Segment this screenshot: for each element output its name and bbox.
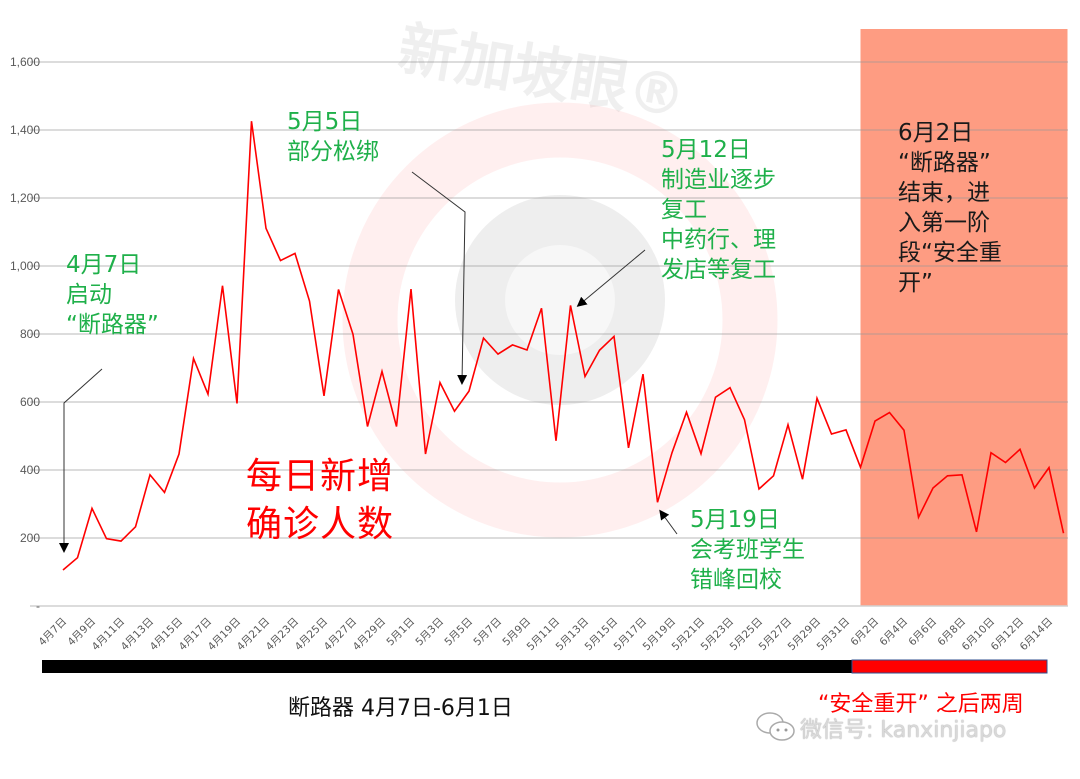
footer-circuit-breaker-label: 断路器 4月7日-6月1日: [288, 696, 513, 721]
annotation-apr7: 4月7日 启动 “断路器”: [66, 252, 159, 338]
x-tick-label: 5月1日: [384, 616, 417, 649]
annotation-may19: 5月19日 会考班学生 错峰回校: [690, 507, 805, 593]
y-tick-label: -: [36, 599, 40, 613]
chart-title: 每日新增 确诊人数: [246, 456, 395, 545]
y-tick-label: 400: [20, 463, 40, 477]
safe-reopening-shaded-region: [860, 29, 1068, 606]
x-tick-label: 4月7日: [36, 616, 69, 649]
y-tick-label: 600: [20, 395, 40, 409]
wechat-icon: [755, 710, 797, 744]
x-tick-label: 6月2日: [848, 616, 881, 649]
x-tick-label: 5月5日: [442, 616, 475, 649]
x-tick-label: 5月3日: [413, 616, 446, 649]
y-tick-label: 200: [20, 531, 40, 545]
y-tick-label: 1,200: [10, 191, 40, 205]
x-tick-label: 6月4日: [877, 616, 910, 649]
x-tick-label: 5月7日: [471, 616, 504, 649]
y-tick-label: 1,600: [10, 55, 40, 69]
safe-reopening-period-bar: [851, 659, 1048, 674]
x-tick-label: 6月6日: [906, 616, 939, 649]
y-tick-label: 800: [20, 327, 40, 341]
y-tick-label: 1,400: [10, 123, 40, 137]
footer-safe-reopening-label: “安全重开” 之后两周: [818, 692, 1024, 717]
circuit-breaker-period-bar: [42, 660, 852, 673]
watermark-logo-icon: [342, 102, 778, 538]
annotation-may12: 5月12日 制造业逐步 复工 中药行、理 发店等复工: [661, 137, 776, 283]
annotation-may5: 5月5日 部分松绑: [287, 109, 379, 165]
annotation-arrows: [59, 171, 678, 553]
watermark-wechat-id: 微信号: kanxinjiapo: [800, 718, 1007, 743]
annotation-jun2: 6月2日 “断路器” 结束，进 入第一阶 段“安全重 开”: [898, 120, 1002, 296]
y-tick-label: 1,000: [10, 259, 40, 273]
daily-cases-line: [62, 121, 1065, 571]
